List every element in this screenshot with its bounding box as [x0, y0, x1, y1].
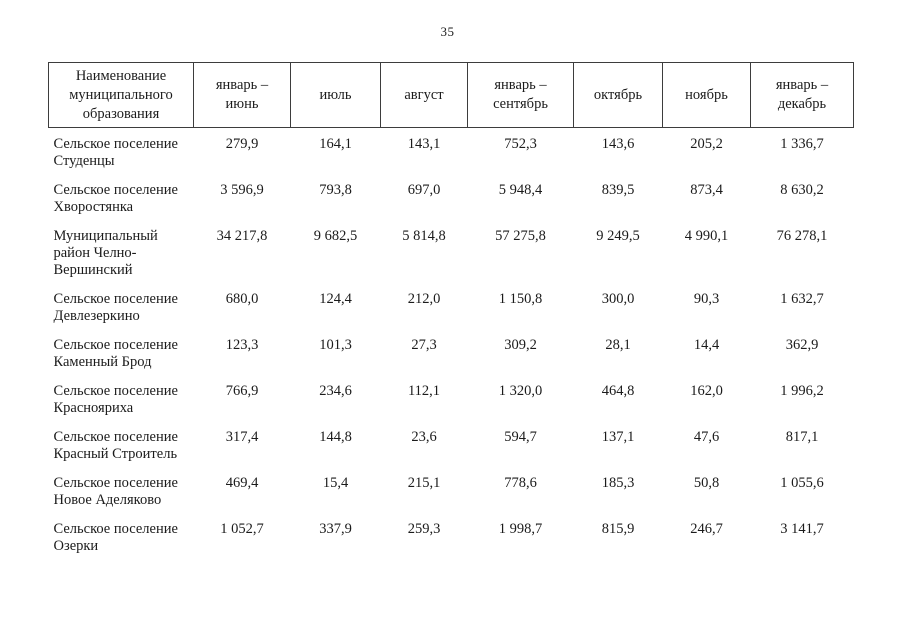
- value-cell: 205,2: [690, 136, 723, 152]
- column-header-municipality: Наименование муниципального образования: [48, 62, 194, 128]
- value-cell: 76 278,1: [776, 228, 828, 244]
- table-row: Сельское поселение Краснояриха 766,9 234,6…: [49, 372, 854, 418]
- column-header-jul: июль: [290, 62, 381, 128]
- column-header-aug: август: [380, 62, 468, 128]
- value-cell: 4 990,1: [684, 228, 729, 244]
- municipality-name-cell: Сельское поселение Озерки: [53, 521, 178, 554]
- value-cell: 1 336,7: [780, 136, 824, 152]
- value-cell: 90,3: [693, 291, 720, 307]
- value-cell: 317,4: [225, 429, 259, 445]
- value-cell: 839,5: [601, 182, 635, 198]
- value-cell: 309,2: [504, 337, 537, 353]
- value-cell: 3 596,9: [220, 182, 264, 198]
- value-cell: 123,3: [225, 337, 259, 353]
- column-header-oct: октябрь: [573, 62, 663, 128]
- value-cell: 27,3: [411, 337, 437, 353]
- value-cell: 234,6: [319, 383, 352, 399]
- value-cell: 212,0: [407, 291, 441, 307]
- table-row: Сельское поселение Студенцы 279,9 164,1 143…: [49, 128, 854, 172]
- value-cell: 14,4: [693, 337, 720, 353]
- municipality-name-cell: Сельское поселение Каменный Брод: [53, 337, 178, 370]
- table-row: Сельское поселение Красный Строитель 317,…: [49, 418, 854, 464]
- value-cell: 469,4: [225, 475, 259, 491]
- value-cell: 57 275,8: [495, 228, 546, 244]
- value-cell: 5 814,8: [402, 228, 446, 244]
- column-header-jan-jun: январь – июнь: [193, 62, 291, 128]
- value-cell: 9 682,5: [313, 228, 358, 244]
- value-cell: 5 948,4: [498, 182, 543, 198]
- value-cell: 28,1: [605, 337, 631, 353]
- header-row: Наименование муниципального образования …: [48, 62, 854, 128]
- value-cell: 752,3: [504, 136, 537, 152]
- value-cell: 362,9: [785, 337, 819, 353]
- value-cell: 143,6: [601, 136, 635, 152]
- value-cell: 817,1: [785, 429, 819, 445]
- value-cell: 778,6: [504, 475, 537, 491]
- value-cell: 23,6: [411, 429, 437, 445]
- municipal-data-table: Наименование муниципального образования …: [48, 62, 854, 556]
- value-cell: 101,3: [319, 337, 352, 353]
- table-row: Сельское поселение Каменный Брод 123,3 101…: [49, 326, 854, 372]
- value-cell: 8 630,2: [780, 182, 824, 198]
- value-cell: 15,4: [322, 475, 349, 491]
- value-cell: 1 052,7: [220, 521, 264, 537]
- value-cell: 1 996,2: [780, 383, 824, 399]
- value-cell: 279,9: [225, 136, 259, 152]
- value-cell: 1 320,0: [498, 383, 543, 399]
- value-cell: 1 055,6: [780, 475, 824, 491]
- value-cell: 124,4: [319, 291, 352, 307]
- value-cell: 144,8: [319, 429, 352, 445]
- value-cell: 143,1: [407, 136, 441, 152]
- column-header-nov: ноябрь: [662, 62, 751, 128]
- table-row: Сельское поселение Озерки 1 052,7 337,9 259…: [49, 510, 854, 556]
- value-cell: 1 632,7: [780, 291, 824, 307]
- municipality-name-cell: Сельское поселение Новое Аделяково: [53, 475, 178, 508]
- value-cell: 697,0: [407, 182, 441, 198]
- value-cell: 464,8: [601, 383, 635, 399]
- value-cell: 594,7: [504, 429, 537, 445]
- value-cell: 793,8: [319, 182, 352, 198]
- value-cell: 47,6: [693, 429, 720, 445]
- value-cell: 246,7: [690, 521, 723, 537]
- value-cell: 815,9: [601, 521, 635, 537]
- value-cell: 300,0: [601, 291, 635, 307]
- municipality-name-cell: Сельское поселение Красный Строитель: [53, 429, 178, 462]
- table-header: Наименование муниципального образования …: [48, 62, 854, 128]
- table-row: Сельское поселение Хворостянка 3 596,9 793…: [49, 171, 854, 217]
- column-header-jan-dec: январь – декабрь: [750, 62, 854, 128]
- value-cell: 164,1: [319, 136, 352, 152]
- value-cell: 3 141,7: [780, 521, 824, 537]
- value-cell: 680,0: [225, 291, 259, 307]
- value-cell: 215,1: [407, 475, 441, 491]
- value-cell: 185,3: [601, 475, 635, 491]
- value-cell: 873,4: [690, 182, 723, 198]
- municipality-name-cell: Сельское поселение Краснояриха: [53, 383, 178, 416]
- municipality-name-cell: Муниципальный район Челно- Вершинский: [53, 228, 158, 278]
- municipality-name-cell: Сельское поселение Студенцы: [53, 136, 178, 169]
- municipality-name-cell: Сельское поселение Хворостянка: [53, 182, 178, 215]
- value-cell: 1 150,8: [498, 291, 543, 307]
- value-cell: 137,1: [601, 429, 635, 445]
- value-cell: 162,0: [690, 383, 723, 399]
- municipality-name-cell: Сельское поселение Девлезеркино: [53, 291, 178, 324]
- value-cell: 50,8: [693, 475, 720, 491]
- column-header-jan-sep: январь – сентябрь: [467, 62, 574, 128]
- table-row: Сельское поселение Девлезеркино 680,0 124,…: [49, 280, 854, 326]
- value-cell: 766,9: [225, 383, 259, 399]
- value-cell: 34 217,8: [216, 228, 268, 244]
- table-row: Сельское поселение Новое Аделяково 469,4 1…: [49, 464, 854, 510]
- table-body: Сельское поселение Студенцы 279,9 164,1 143…: [49, 128, 854, 557]
- page-number: 35: [440, 24, 455, 39]
- value-cell: 1 998,7: [498, 521, 543, 537]
- value-cell: 9 249,5: [596, 228, 640, 244]
- value-cell: 337,9: [319, 521, 352, 537]
- value-cell: 112,1: [407, 383, 441, 399]
- table-row: Муниципальный район Челно- Вершинский 34 …: [49, 217, 854, 280]
- value-cell: 259,3: [407, 521, 441, 537]
